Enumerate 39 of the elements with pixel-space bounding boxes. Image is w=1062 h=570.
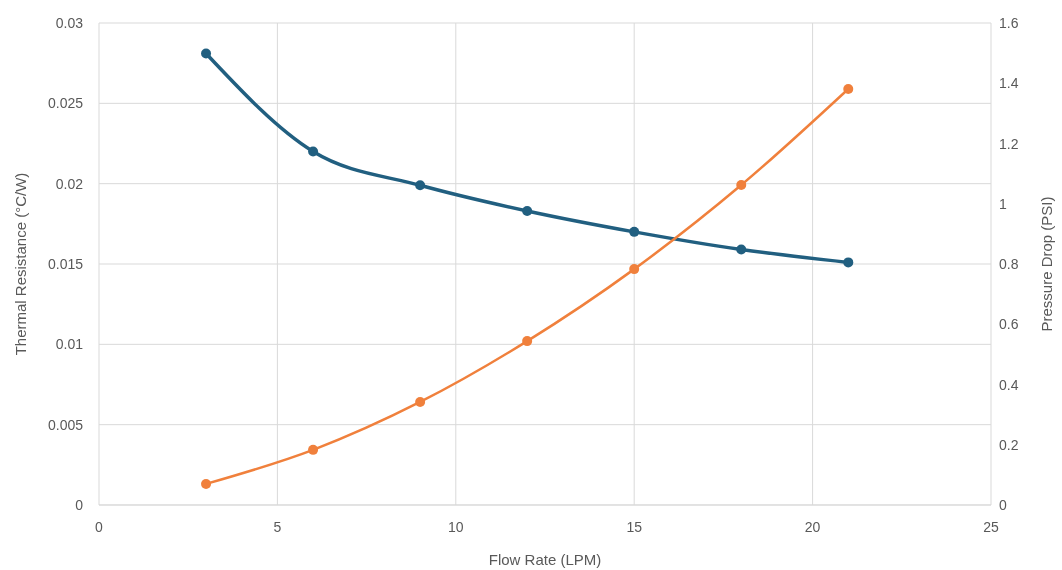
y2-tick-label: 1.6: [999, 15, 1019, 31]
y-tick-label: 0.025: [47, 95, 84, 112]
y-tick-label: 0.02: [55, 175, 84, 192]
y2-tick-label: 0.2: [999, 436, 1019, 453]
y2-tick-label: 0: [999, 497, 1007, 513]
y2-tick-label: 1.2: [999, 135, 1019, 152]
y2-tick-label: 0.8: [999, 256, 1019, 272]
y2-tick-label: 0.4: [999, 376, 1019, 393]
y-tick-label: 0.01: [55, 336, 84, 353]
point: [522, 336, 533, 347]
x-tick-label: 20: [804, 519, 821, 535]
y-tick-label: 0: [75, 497, 84, 513]
point: [308, 444, 319, 455]
y2-tick-label: 1: [999, 195, 1007, 212]
point: [736, 244, 747, 255]
point: [308, 146, 319, 157]
point: [843, 257, 854, 268]
point: [201, 478, 212, 489]
x-tick-label: 10: [448, 519, 464, 535]
point: [629, 226, 640, 237]
y-axis-title: Thermal Resistance (°C/W): [12, 172, 29, 356]
y-tick-label: 0.015: [47, 256, 84, 272]
point: [415, 396, 426, 407]
point: [629, 264, 640, 275]
point: [736, 180, 747, 191]
x-tick-label: 25: [983, 519, 999, 535]
point: [415, 180, 426, 191]
x-tick-label: 0: [95, 519, 104, 535]
y2-tick-label: 0.6: [999, 316, 1019, 333]
x-axis-title: Flow Rate (LPM): [488, 551, 602, 568]
y-tick-label: 0.03: [55, 15, 84, 31]
point: [201, 48, 212, 59]
y2-axis-title: Pressure Drop (PSI): [1038, 196, 1055, 332]
point: [843, 83, 854, 94]
x-tick-label: 15: [626, 519, 643, 535]
y2-tick-label: 1.4: [999, 75, 1019, 92]
x-tick-label: 5: [273, 519, 282, 535]
point: [522, 205, 533, 216]
y-tick-label: 0.005: [47, 416, 84, 433]
